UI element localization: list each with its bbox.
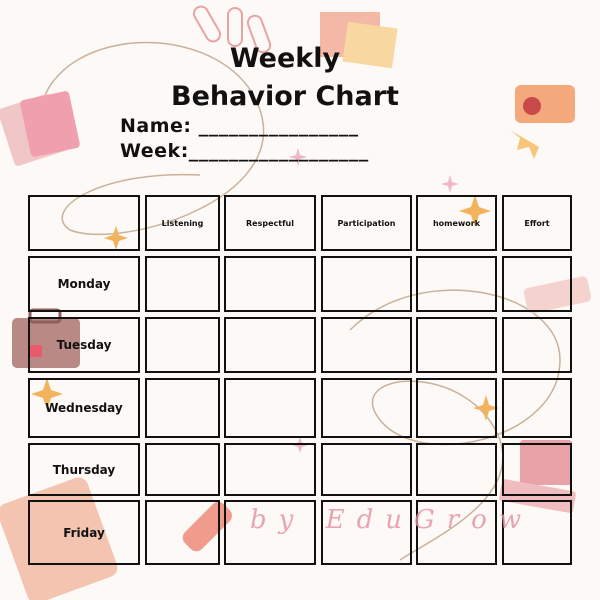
title: Weekly Behavior Chart <box>171 43 399 112</box>
column-header: Effort <box>502 195 572 251</box>
sparkle-icons <box>31 195 499 421</box>
name-field: Name: ________________ <box>120 115 359 137</box>
notebook-icon <box>0 91 80 166</box>
cards-icon <box>320 12 398 69</box>
empty-cell <box>145 256 220 312</box>
empty-cell <box>224 500 316 565</box>
calculator-icon <box>0 477 118 600</box>
empty-cell <box>502 256 572 312</box>
sharpener-icon <box>510 85 575 159</box>
sparkle-pink <box>289 148 459 453</box>
column-header: Listening <box>145 195 220 251</box>
column-header: Participation <box>321 195 412 251</box>
empty-cell <box>145 443 220 496</box>
row-header: Wednesday <box>28 378 140 438</box>
empty-cell <box>224 317 316 373</box>
eraser-icon <box>523 276 592 314</box>
empty-cell <box>224 256 316 312</box>
week-field: Week:__________________ <box>120 140 369 162</box>
empty-cell <box>224 378 316 438</box>
column-header: homework <box>416 195 497 251</box>
laptop-icon <box>499 440 576 513</box>
empty-cell <box>502 500 572 565</box>
empty-cell <box>321 378 412 438</box>
empty-cell <box>416 500 497 565</box>
row-header: Thursday <box>28 443 140 496</box>
empty-cell <box>321 256 412 312</box>
column-header: Respectful <box>224 195 316 251</box>
empty-cell <box>321 317 412 373</box>
empty-cell <box>416 256 497 312</box>
corner-cell <box>28 195 140 251</box>
row-header: Friday <box>28 500 140 565</box>
row-header: Tuesday <box>28 317 140 373</box>
empty-cell <box>145 500 220 565</box>
row-header: Monday <box>28 256 140 312</box>
empty-cell <box>145 317 220 373</box>
empty-cell <box>502 443 572 496</box>
empty-cell <box>416 378 497 438</box>
empty-cell <box>502 378 572 438</box>
empty-cell <box>321 500 412 565</box>
empty-cell <box>416 443 497 496</box>
empty-cell <box>502 317 572 373</box>
watermark: by EduGrow <box>250 505 534 535</box>
paperclip-icon <box>193 5 272 54</box>
doodle-line <box>39 41 264 236</box>
doodle-line <box>349 289 561 561</box>
empty-cell <box>321 443 412 496</box>
empty-cell <box>224 443 316 496</box>
empty-cell <box>145 378 220 438</box>
empty-cell <box>416 317 497 373</box>
